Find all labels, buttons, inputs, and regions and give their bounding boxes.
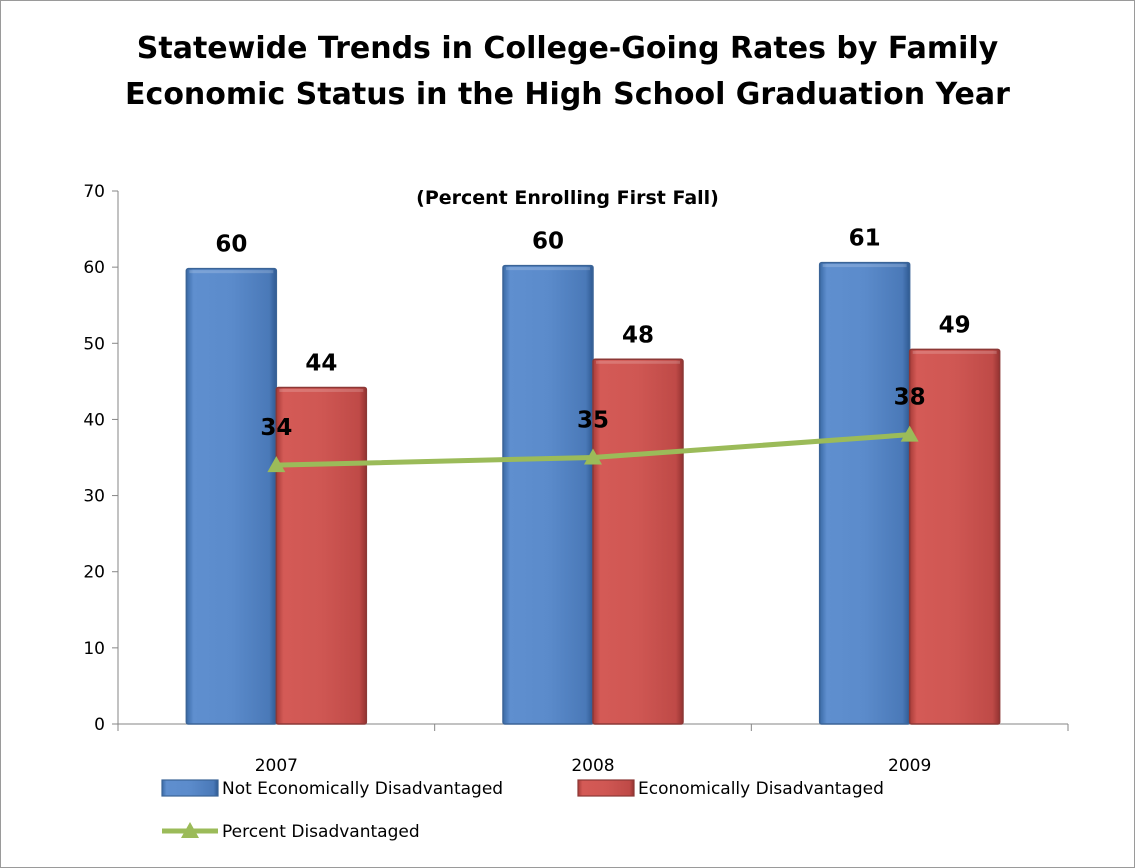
chart-title: Statewide Trends in College-Going Rates … (125, 31, 1010, 112)
legend-swatch-disadvantaged (577, 779, 635, 797)
legend-marker-percent-disadvantaged (181, 822, 199, 838)
line-data-label: 38 (894, 385, 926, 411)
x-tick-label: 2009 (888, 756, 931, 776)
bar-data-label: 60 (532, 229, 564, 255)
bar-highlight (279, 388, 364, 392)
line-data-label: 34 (260, 415, 292, 441)
line-marker (900, 425, 919, 442)
bar-data-label: 60 (215, 232, 247, 258)
x-tick-label: 2008 (571, 756, 614, 776)
y-tick-label: 50 (83, 334, 105, 354)
bar-data-label: 49 (939, 312, 971, 338)
bar-highlight (189, 270, 274, 274)
bar-highlight (506, 267, 590, 271)
bar-highlight (822, 264, 907, 268)
line-data-label: 35 (577, 408, 609, 434)
legend-label-disadvantaged: Economically Disadvantaged (638, 779, 884, 799)
line-marker (584, 448, 602, 465)
bar-highlight (596, 360, 680, 364)
bar-disadvantaged-2007 (275, 386, 368, 725)
bar-not-disadvantaged-2007 (185, 267, 278, 725)
line-marker (267, 456, 286, 473)
bar-highlight (912, 350, 997, 354)
y-tick-label: 60 (83, 258, 105, 278)
y-tick-label: 0 (94, 715, 105, 735)
chart-subtitle: (Percent Enrolling First Fall) (416, 187, 719, 209)
y-tick-label: 70 (83, 182, 105, 202)
y-tick-label: 10 (83, 639, 105, 659)
legend-swatch-not-disadvantaged (161, 779, 219, 797)
bar-data-label: 61 (849, 226, 881, 252)
bar-not-disadvantaged-2008 (502, 264, 594, 725)
x-tick-label: 2007 (255, 756, 298, 776)
legend-label-not-disadvantaged: Not Economically Disadvantaged (222, 779, 503, 799)
bar-data-label: 48 (622, 322, 654, 348)
y-tick-label: 40 (83, 410, 105, 430)
bar-disadvantaged-2009 (908, 348, 1001, 725)
bar-not-disadvantaged-2009 (818, 261, 911, 725)
y-tick-label: 30 (83, 487, 105, 507)
bar-data-label: 44 (305, 350, 337, 376)
legend-label-percent-disadvantaged: Percent Disadvantaged (222, 822, 420, 842)
y-tick-label: 20 (83, 563, 105, 583)
